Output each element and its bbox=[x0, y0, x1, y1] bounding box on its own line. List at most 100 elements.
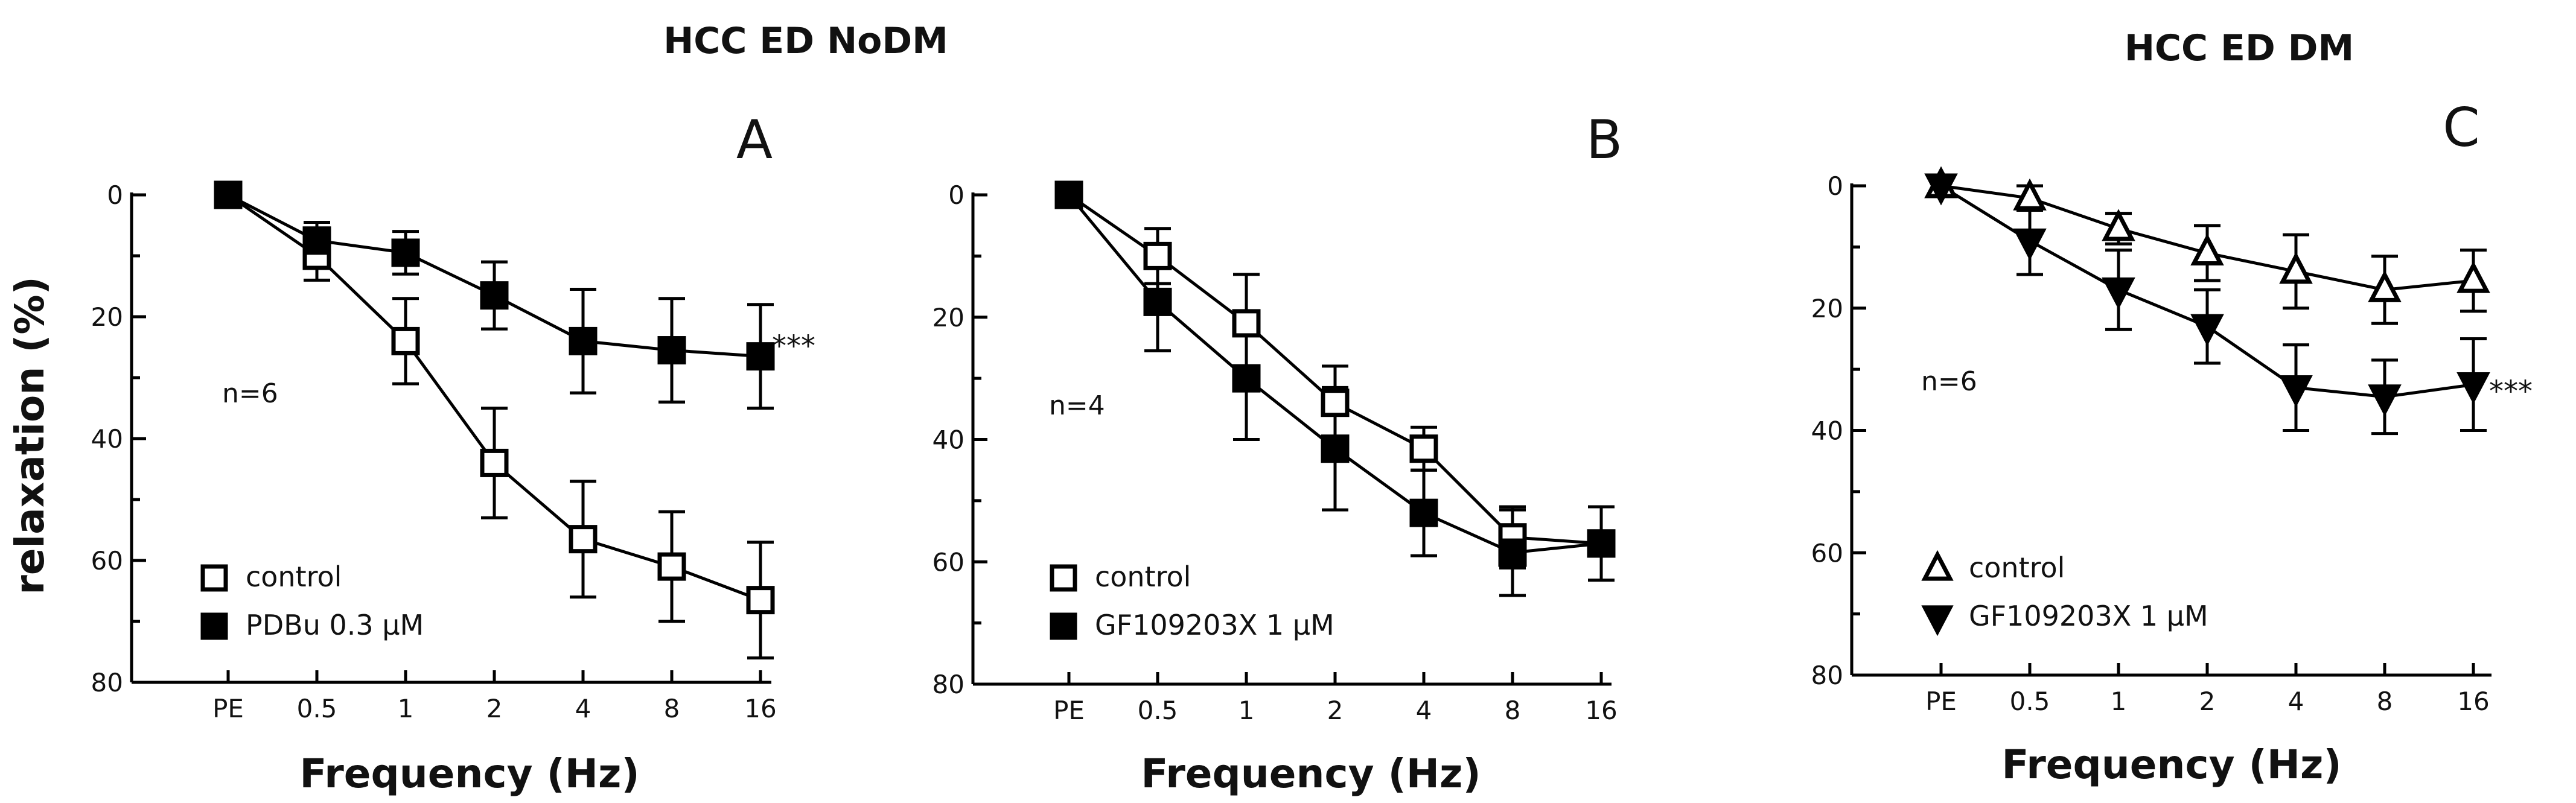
x-tick-label: 16 bbox=[744, 694, 776, 723]
x-tick-label: 1 bbox=[1239, 696, 1255, 725]
data-point bbox=[2190, 233, 2224, 266]
data-point bbox=[1924, 173, 1958, 206]
x-tick-label: 8 bbox=[664, 694, 680, 723]
data-point bbox=[2368, 270, 2402, 302]
significance-stars: *** bbox=[2489, 375, 2533, 408]
data-point bbox=[2102, 209, 2135, 241]
x-axis-title: Frequency (Hz) bbox=[2001, 741, 2341, 788]
x-tick-label: 2 bbox=[2199, 687, 2216, 716]
x-tick-label: 4 bbox=[575, 694, 591, 723]
x-tick-label: 1 bbox=[398, 694, 414, 723]
data-point bbox=[657, 552, 686, 581]
x-tick-label: 4 bbox=[1416, 696, 1432, 725]
y-tick-label: 20 bbox=[933, 303, 964, 332]
x-tick-label: 16 bbox=[1585, 696, 1617, 725]
y-tick-label: 0 bbox=[948, 180, 964, 210]
data-point bbox=[1321, 389, 1350, 417]
y-tick-label: 0 bbox=[107, 180, 123, 210]
n-label: n=6 bbox=[222, 378, 278, 409]
x-tick-label: PE bbox=[1925, 687, 1957, 716]
x-tick-label: PE bbox=[212, 694, 244, 723]
data-point bbox=[2013, 178, 2047, 211]
y-axis-title: relaxation (%) bbox=[7, 276, 53, 595]
x-tick-label: 0.5 bbox=[2010, 687, 2050, 716]
data-point bbox=[1232, 309, 1261, 338]
data-point bbox=[302, 226, 331, 255]
data-point bbox=[569, 525, 598, 554]
y-tick-label: 80 bbox=[933, 670, 964, 699]
x-axis-title: Frequency (Hz) bbox=[1141, 751, 1481, 797]
legend-marker bbox=[1921, 605, 1954, 636]
legend-marker bbox=[1921, 550, 1954, 581]
legend-label: GF109203X 1 µM bbox=[1095, 609, 1334, 641]
series-layer bbox=[214, 180, 775, 660]
group-title-nodm: HCC ED NoDM bbox=[663, 20, 948, 62]
series-layer bbox=[1924, 166, 2490, 436]
legend-marker bbox=[200, 612, 228, 640]
y-tick-label: 60 bbox=[933, 547, 964, 577]
significance-stars: *** bbox=[772, 329, 815, 363]
data-point bbox=[2279, 252, 2313, 284]
data-point bbox=[391, 326, 420, 355]
chart-panel-b: 0 20 40 60 80 PE 0.5 1 2 4 8 16 Frequency (Hz) Bn=4 co… bbox=[933, 109, 1623, 797]
data-point bbox=[214, 180, 243, 209]
data-point bbox=[2102, 277, 2135, 309]
data-point bbox=[2456, 261, 2490, 293]
data-point bbox=[2368, 384, 2402, 417]
legend-label: control bbox=[1095, 560, 1191, 593]
legend-label: control bbox=[1969, 551, 2065, 584]
data-point bbox=[1498, 538, 1527, 567]
y-tick-label: 40 bbox=[91, 424, 123, 454]
data-point bbox=[746, 342, 775, 371]
n-label: n=6 bbox=[1921, 366, 1977, 397]
data-point bbox=[1232, 364, 1261, 393]
data-point bbox=[1143, 241, 1172, 270]
y-tick-label: 40 bbox=[933, 425, 964, 455]
data-point bbox=[1409, 434, 1438, 463]
data-point bbox=[1321, 434, 1350, 463]
legend-label: GF109203X 1 µM bbox=[1969, 600, 2208, 632]
x-axis-title: Frequency (Hz) bbox=[299, 751, 639, 797]
data-point bbox=[2279, 375, 2313, 408]
panel-letter: A bbox=[736, 109, 773, 171]
y-tick-label: 20 bbox=[1811, 294, 1843, 323]
legend: control PDBu 0.3 µM bbox=[200, 560, 424, 641]
x-tick-label: 2 bbox=[1327, 696, 1344, 725]
data-point bbox=[746, 586, 775, 615]
legend-marker bbox=[200, 564, 228, 592]
chart-panel-a: 0 20 40 60 80 PE 0.5 1 2 4 8 16 Frequency (Hz) An=6 **… bbox=[91, 109, 815, 797]
series-layer bbox=[1054, 180, 1616, 597]
x-tick-label: 2 bbox=[486, 694, 503, 723]
x-tick-label: 1 bbox=[2111, 687, 2127, 716]
data-point bbox=[2190, 314, 2224, 346]
data-point bbox=[2013, 228, 2047, 261]
x-tick-label: 16 bbox=[2457, 687, 2489, 716]
y-tick-label: 20 bbox=[91, 302, 123, 332]
x-tick-label: 8 bbox=[1505, 696, 1521, 725]
x-tick-label: 0.5 bbox=[1138, 696, 1178, 725]
y-tick-label: 60 bbox=[1811, 538, 1843, 568]
x-tick-label: PE bbox=[1053, 696, 1085, 725]
data-point bbox=[657, 336, 686, 365]
legend: control GF109203X 1 µM bbox=[1921, 550, 2208, 636]
panel-letter: B bbox=[1586, 109, 1622, 171]
legend-label: PDBu 0.3 µM bbox=[246, 609, 424, 641]
n-label: n=4 bbox=[1049, 390, 1105, 421]
panel-letter: C bbox=[2443, 97, 2479, 159]
data-point bbox=[391, 238, 420, 267]
chart-panel-c: 0 20 40 60 80 PE 0.5 1 2 4 8 16 Frequency (Hz) Cn=6 **… bbox=[1811, 97, 2533, 788]
data-point bbox=[480, 448, 509, 477]
legend-label: control bbox=[246, 560, 342, 593]
x-tick-label: 8 bbox=[2377, 687, 2393, 716]
legend: control GF109203X 1 µM bbox=[1050, 560, 1334, 641]
y-tick-label: 80 bbox=[1811, 661, 1843, 690]
x-tick-label: 4 bbox=[2288, 687, 2304, 716]
data-point bbox=[569, 326, 598, 355]
data-point bbox=[1409, 498, 1438, 527]
y-tick-label: 60 bbox=[91, 546, 123, 576]
y-tick-label: 80 bbox=[91, 668, 123, 697]
y-tick-label: 0 bbox=[1827, 171, 1843, 201]
data-point bbox=[2456, 372, 2490, 405]
data-point bbox=[1054, 180, 1083, 209]
